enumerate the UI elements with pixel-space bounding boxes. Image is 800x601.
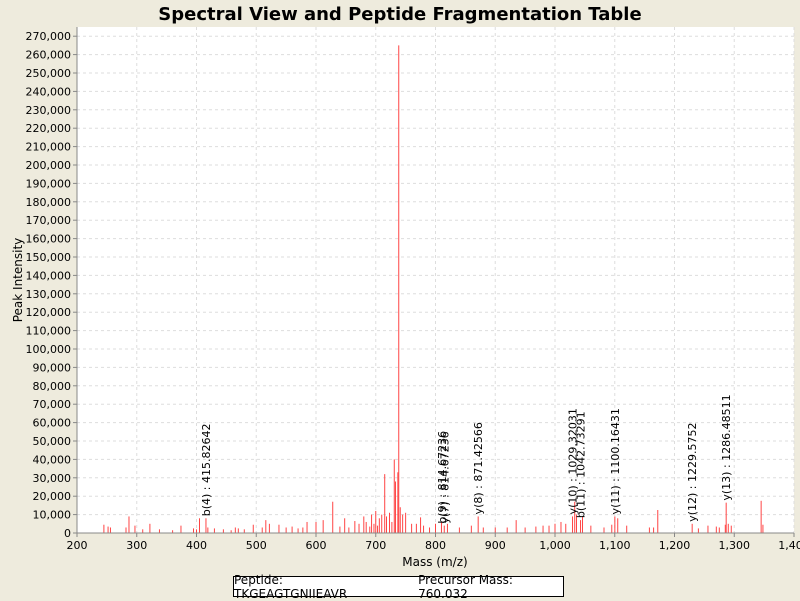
y-tick-label: 270,000 <box>26 30 72 43</box>
x-axis-title: Mass (m/z) <box>402 555 467 569</box>
y-tick-label: 110,000 <box>26 325 72 338</box>
y-axis-title: Peak Intensity <box>11 238 25 323</box>
y-tick-label: 180,000 <box>26 196 72 209</box>
y-tick-label: 20,000 <box>33 490 72 503</box>
y-tick-label: 50,000 <box>33 435 72 448</box>
y-tick-label: 210,000 <box>26 141 72 154</box>
peak-annotation-label: y(13) : 1286.48511 <box>720 394 733 500</box>
y-tick-label: 10,000 <box>33 509 72 522</box>
y-tick-label: 160,000 <box>26 233 72 246</box>
x-tick-label: 900 <box>485 539 506 552</box>
y-tick-label: 60,000 <box>33 417 72 430</box>
y-tick-label: 70,000 <box>33 398 72 411</box>
precursor-mass-label: Precursor Mass: 760.032 <box>418 573 563 601</box>
peak-annotation-label: y(11) : 1100.16431 <box>609 408 622 514</box>
peak-annotation-label: b(11) : 1042.73291 <box>575 411 588 518</box>
y-tick-label: 240,000 <box>26 85 72 98</box>
x-tick-label: 1,200 <box>659 539 691 552</box>
x-tick-label: 800 <box>425 539 446 552</box>
peak-annotation-label: b(9) : 814.67236 <box>436 431 449 524</box>
y-tick-label: 30,000 <box>33 472 72 485</box>
y-tick-label: 80,000 <box>33 380 72 393</box>
y-tick-label: 120,000 <box>26 306 72 319</box>
y-tick-label: 190,000 <box>26 177 72 190</box>
y-tick-label: 40,000 <box>33 453 72 466</box>
y-tick-label: 220,000 <box>26 122 72 135</box>
y-tick-label: 200,000 <box>26 159 72 172</box>
x-tick-label: 1,100 <box>599 539 631 552</box>
x-tick-label: 1,400 <box>778 539 800 552</box>
x-tick-label: 600 <box>306 539 327 552</box>
y-tick-label: 90,000 <box>33 361 72 374</box>
x-tick-label: 1,000 <box>539 539 571 552</box>
chart-title: Spectral View and Peptide Fragmentation … <box>158 4 641 25</box>
peak-annotation-label: y(12) : 1229.5752 <box>686 423 699 522</box>
y-tick-label: 150,000 <box>26 251 72 264</box>
y-tick-label: 130,000 <box>26 288 72 301</box>
x-tick-label: 400 <box>186 539 207 552</box>
y-tick-label: 250,000 <box>26 67 72 80</box>
y-tick-label: 170,000 <box>26 214 72 227</box>
peak-annotation-label: b(4) : 415.82642 <box>200 424 213 517</box>
y-tick-label: 260,000 <box>26 49 72 62</box>
y-tick-label: 100,000 <box>26 343 72 356</box>
peak-annotation-label: y(8) : 871.42566 <box>472 422 485 514</box>
x-tick-label: 200 <box>67 539 88 552</box>
x-tick-label: 500 <box>246 539 267 552</box>
y-tick-label: 140,000 <box>26 269 72 282</box>
x-tick-label: 700 <box>365 539 386 552</box>
y-tick-label: 230,000 <box>26 104 72 117</box>
peptide-info-box: Peptide: TKGEAGTGNIIEAVR Precursor Mass:… <box>233 576 564 597</box>
x-tick-label: 300 <box>126 539 147 552</box>
peptide-label: Peptide: TKGEAGTGNIIEAVR <box>234 573 396 601</box>
x-tick-label: 1,300 <box>719 539 751 552</box>
